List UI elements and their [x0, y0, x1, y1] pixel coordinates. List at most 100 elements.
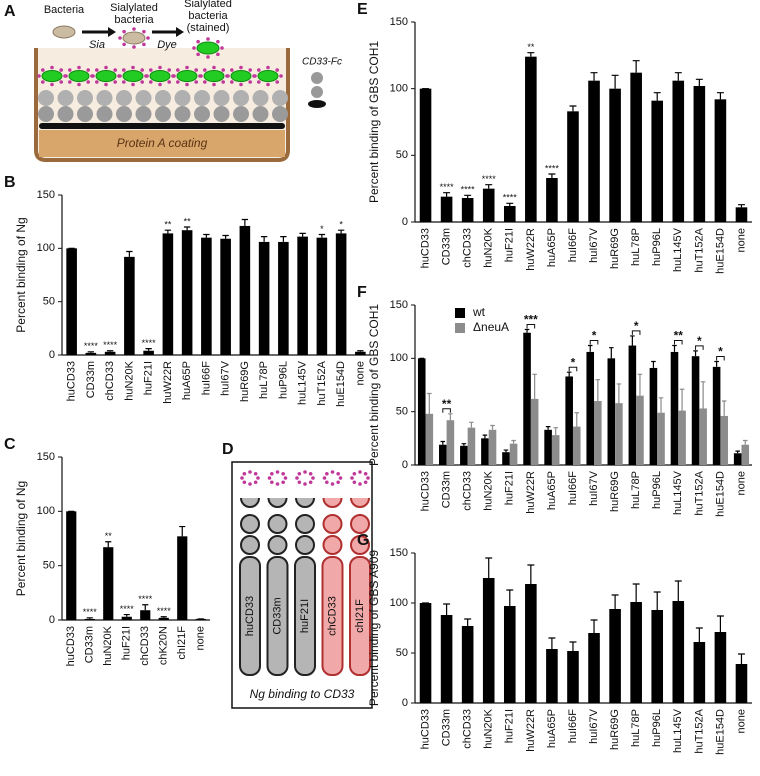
sialic-acid — [330, 482, 335, 486]
x-tick-label: huI66F — [567, 471, 579, 506]
fc-domain — [272, 106, 288, 122]
sialic-acid — [230, 68, 234, 72]
sialic-acid — [325, 480, 329, 485]
legend-swatch — [455, 308, 465, 318]
error-bar — [716, 92, 724, 100]
legend-label: ΔneuA — [473, 320, 509, 334]
x-tick-label: huL78P — [630, 709, 642, 747]
fc-domain — [38, 90, 54, 106]
protein-a — [39, 123, 285, 129]
fc-domain — [213, 90, 230, 106]
x-tick-label: huN20K — [483, 470, 495, 510]
sialic-acid — [50, 65, 54, 70]
sialic-acid — [77, 82, 81, 87]
error-bar — [587, 344, 593, 352]
sialic-acid — [275, 482, 280, 486]
x-tick-label: CD33m — [441, 228, 453, 265]
error-bar — [527, 52, 535, 57]
bar — [657, 412, 665, 465]
sialic-acid — [230, 80, 234, 84]
sialic-acid — [281, 471, 285, 476]
error-bar — [651, 360, 656, 368]
y-tick-label: 0 — [49, 349, 55, 361]
error-bar — [160, 616, 167, 618]
label: Sialylated — [184, 0, 232, 10]
sialic-acid — [242, 480, 247, 485]
fc-body — [239, 556, 261, 676]
stained-bacterium — [203, 70, 225, 82]
sialic-acid — [167, 68, 171, 72]
sialic-acid — [350, 476, 354, 480]
bar — [446, 420, 455, 465]
error-bar — [590, 72, 598, 81]
sialic-acid — [68, 68, 72, 72]
error-bar — [142, 604, 149, 611]
x-tick-label: huI67V — [588, 470, 600, 506]
panel-letter: A — [4, 3, 16, 20]
sialic-acid — [275, 470, 280, 474]
sialic-acid — [95, 68, 99, 72]
sialic-acid — [253, 74, 257, 78]
sialic-acid — [158, 65, 162, 70]
error-bar — [737, 204, 745, 208]
error-bar — [674, 580, 682, 601]
error-bar — [164, 229, 172, 234]
error-bar — [595, 379, 601, 401]
x-tick-label: huW22R — [525, 228, 537, 271]
sialic-acid — [239, 82, 243, 87]
bar — [628, 345, 637, 465]
sialic-acid — [122, 68, 126, 72]
sialic-acid — [279, 74, 283, 78]
x-tick-label: huL78P — [630, 471, 642, 509]
x-tick-label: chCD33 — [462, 471, 474, 511]
bar — [440, 615, 453, 703]
y-tick-label: 100 — [37, 242, 55, 254]
bar — [481, 438, 489, 465]
bar — [278, 241, 289, 355]
y-axis-label: Percent binding of Ng — [14, 481, 28, 596]
sialic-acid — [176, 68, 180, 72]
x-tick-label: huP96L — [651, 228, 663, 266]
sialic-acid — [266, 82, 270, 87]
sialic-acid — [281, 480, 285, 485]
fc-domain — [77, 90, 93, 106]
bar — [460, 445, 468, 465]
x-tick-label: huT152A — [316, 360, 328, 405]
sialic-acid — [297, 471, 302, 476]
x-tick-label: huI66F — [567, 709, 579, 744]
bar — [630, 602, 642, 703]
y-tick-label: 50 — [396, 149, 408, 161]
error-bar — [337, 229, 345, 234]
significance: ** — [164, 220, 172, 230]
y-tick-label: 150 — [390, 16, 408, 28]
x-tick-label: huI67V — [588, 227, 600, 263]
sialic-acid — [216, 52, 220, 57]
significance-bracket — [568, 366, 578, 372]
x-tick-label: huN20K — [483, 227, 495, 267]
bar — [419, 603, 432, 703]
fc-domain — [155, 90, 171, 106]
sialic-acid — [248, 482, 252, 486]
bar — [503, 606, 516, 703]
x-tick-label: huE154D — [714, 471, 726, 517]
error-bar — [87, 351, 95, 353]
sialic-acid — [64, 74, 68, 78]
bar — [636, 395, 644, 465]
error-bar — [482, 434, 488, 439]
c2-domain — [240, 535, 260, 555]
x-tick-label: none — [735, 228, 747, 252]
label: Sia — [89, 39, 105, 51]
arrow-head — [176, 27, 184, 37]
y-tick-label: 50 — [43, 560, 55, 572]
error-bar — [569, 105, 577, 112]
panel-a: A Protein A coating Bacteria Sia Sialyla… — [4, 0, 342, 162]
sialic-acid — [167, 80, 171, 84]
v-domain — [267, 497, 288, 508]
sialic-acid — [95, 80, 99, 84]
significance: * — [339, 220, 343, 230]
error-bar — [695, 78, 703, 86]
significance: **** — [482, 174, 497, 184]
x-tick-label: huR69G — [609, 709, 621, 750]
fc-body — [349, 556, 371, 676]
x-tick-label: huL145V — [672, 470, 684, 515]
